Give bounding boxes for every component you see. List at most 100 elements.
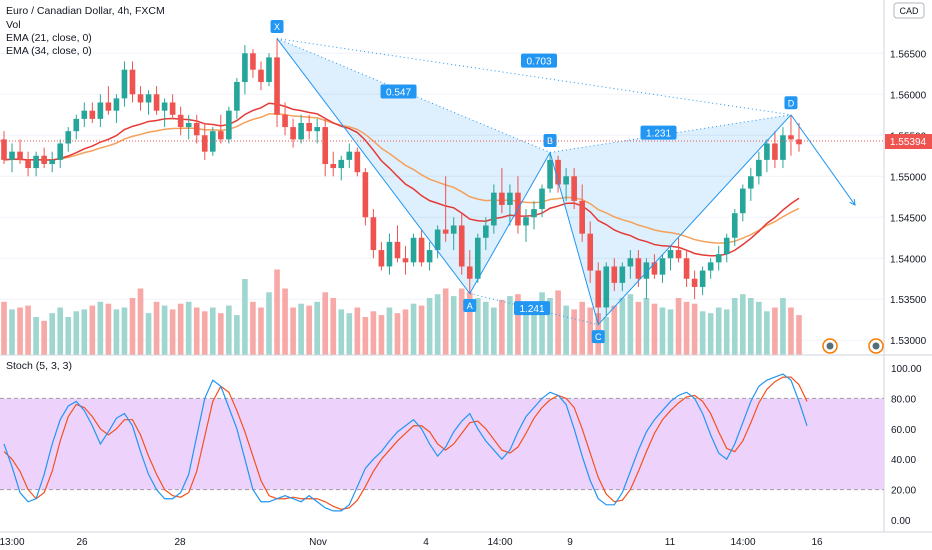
volume-bar: [715, 307, 722, 355]
ratio-badge[interactable]: [514, 301, 550, 316]
candle-body: [153, 94, 160, 111]
candle-body: [619, 266, 626, 283]
volume-bar: [450, 296, 457, 355]
indicator-vol-label[interactable]: Vol: [6, 19, 21, 31]
price-tick-label: 1.54000: [890, 254, 927, 265]
candle-body: [627, 258, 634, 267]
pattern-point-label: C: [595, 332, 602, 342]
price-tick-label: 1.53500: [890, 295, 927, 306]
volume-bar: [635, 301, 642, 355]
candle-body: [499, 192, 505, 205]
ratio-label: 1.241: [519, 304, 544, 315]
time-tick-label: 26: [76, 537, 88, 548]
volume-bar: [499, 299, 505, 355]
pattern-point-label: B: [547, 136, 553, 146]
volume-bar: [258, 307, 264, 355]
ratio-badge[interactable]: [380, 84, 417, 99]
candle-body: [226, 110, 232, 140]
stochastic-title[interactable]: Stoch (5, 3, 3): [6, 360, 72, 372]
volume-bar: [177, 303, 184, 355]
volume-bar: [531, 307, 537, 355]
ratio-label: 0.547: [386, 88, 411, 99]
volume-bar: [426, 298, 433, 355]
pattern-point-badge[interactable]: [591, 330, 605, 344]
volume-bar: [314, 301, 320, 355]
volume-bar: [651, 303, 658, 355]
candle-body: [507, 192, 513, 205]
candle-body: [643, 262, 650, 279]
symbol-title[interactable]: Euro / Canadian Dollar, 4h, FXCM: [6, 5, 165, 17]
pattern-bcd-fill: [550, 114, 791, 325]
volume-bar: [675, 298, 682, 355]
candle-body: [579, 200, 585, 234]
candle-body: [17, 151, 23, 160]
volume-bar: [772, 307, 778, 355]
volume-bar: [756, 301, 762, 355]
volume-bar: [611, 305, 618, 355]
candle-body: [161, 102, 168, 111]
candle-body: [474, 237, 481, 279]
projection-line[interactable]: [790, 114, 856, 206]
candlestick-series: [1, 38, 802, 325]
volume-bar: [731, 298, 738, 355]
pattern-point-badge[interactable]: [543, 133, 557, 147]
candle-body: [426, 250, 433, 263]
stochastic-tick-label: 60.00: [891, 425, 916, 436]
time-tick-label: 9: [567, 537, 573, 548]
indicator-ema21-label[interactable]: EMA (21, close, 0): [6, 32, 92, 44]
price-tick-label: 1.56000: [890, 90, 927, 101]
volume-bar: [322, 292, 329, 355]
candle-body: [177, 114, 184, 128]
candle-body: [1, 139, 7, 160]
volume-bar: [97, 301, 104, 355]
volume-bar: [579, 301, 585, 355]
volume-bar: [1, 301, 7, 355]
candle-body: [748, 176, 754, 189]
ratio-badge[interactable]: [640, 125, 677, 140]
volume-bar: [643, 298, 650, 355]
candle-body: [611, 266, 618, 283]
volume-bar: [17, 307, 23, 355]
harmonic-pattern-lines[interactable]: 0.547 0.703 1.231 1.241 X A B C D: [270, 20, 856, 344]
volume-bar: [603, 317, 610, 355]
volume-bar: [764, 311, 770, 355]
volume-bar: [185, 301, 192, 355]
candle-body: [466, 266, 473, 279]
volume-bar: [234, 315, 240, 355]
time-axis[interactable]: 13:00 26 28 Nov 4 14:00 9 11 14:00 16: [0, 537, 823, 548]
ratio-badge[interactable]: [521, 53, 557, 68]
candle-body: [266, 57, 272, 82]
time-tick-label: 28: [174, 537, 186, 548]
candle-body: [57, 143, 64, 160]
volume-bar: [466, 292, 473, 355]
pattern-point-badge[interactable]: [784, 96, 798, 110]
candle-body: [764, 143, 770, 160]
price-tick-label: 1.53000: [890, 336, 927, 347]
candle-body: [314, 127, 320, 132]
time-tick-label: 16: [811, 537, 823, 548]
volume-bar: [707, 313, 714, 355]
indicator-ema34-label[interactable]: EMA (34, close, 0): [6, 45, 92, 57]
volume-bar: [667, 309, 674, 355]
stochastic-tick-label: 20.00: [891, 486, 916, 497]
pattern-point-badge[interactable]: [463, 299, 477, 313]
candle-body: [378, 250, 385, 267]
volume-bar: [474, 298, 481, 355]
volume-bar: [298, 303, 304, 355]
candle-body: [113, 98, 120, 111]
currency-badge[interactable]: [893, 2, 925, 19]
candle-body: [659, 258, 666, 275]
time-tick-label: 11: [665, 537, 676, 548]
candle-body: [394, 241, 401, 259]
candle-body: [362, 172, 369, 218]
pattern-point-badge[interactable]: [270, 20, 284, 34]
candle-body: [73, 118, 80, 132]
volume-bar: [587, 307, 594, 355]
candle-body: [563, 176, 569, 185]
candle-body: [683, 258, 690, 279]
candle-body: [201, 135, 208, 152]
stochastic-tick-label: 40.00: [891, 455, 916, 466]
volume-bar: [523, 305, 529, 355]
volume-bar: [218, 313, 224, 355]
